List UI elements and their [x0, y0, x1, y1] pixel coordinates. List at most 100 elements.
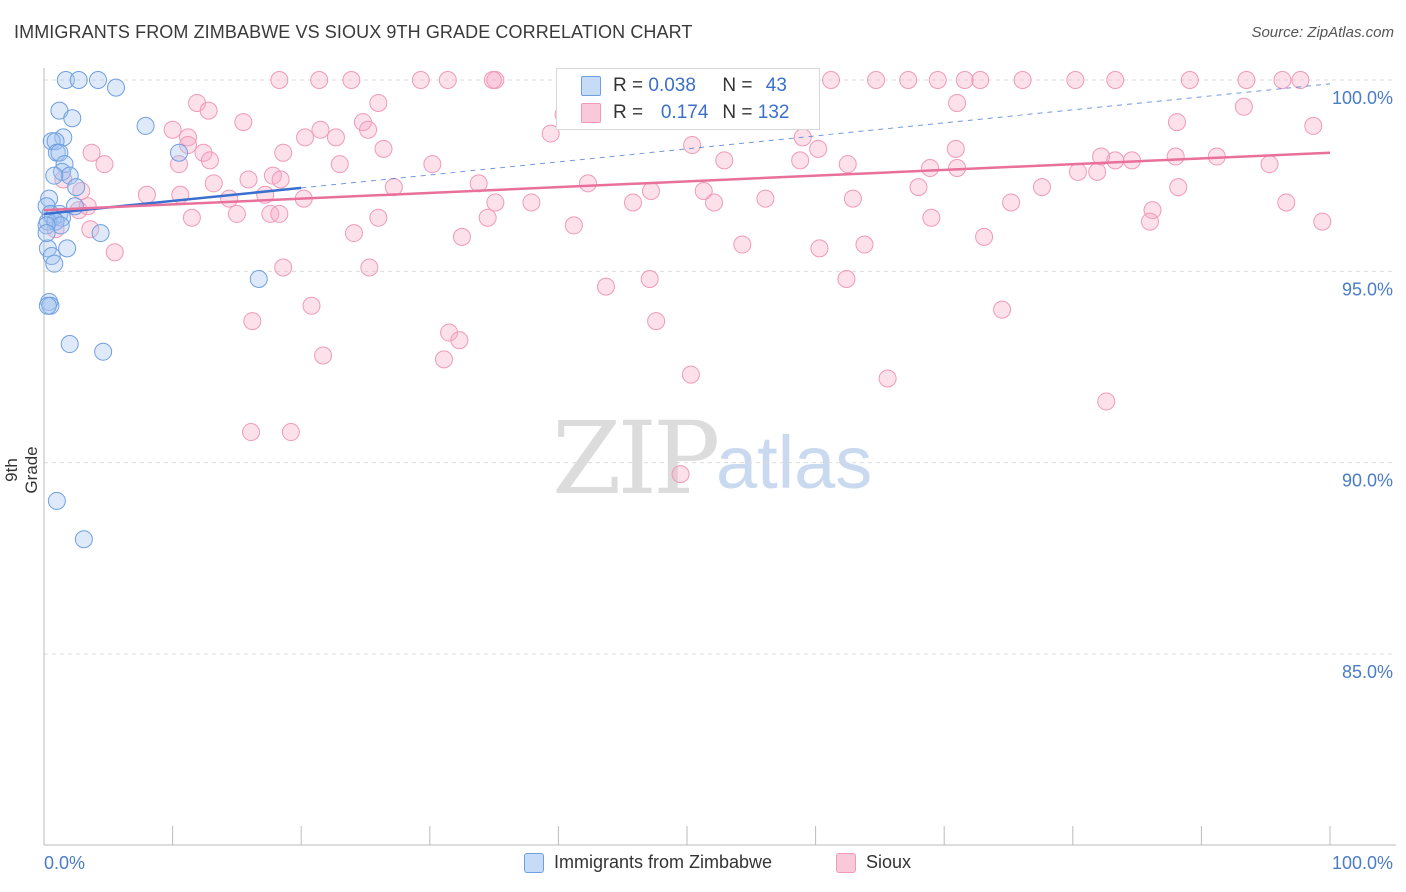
- sioux-point: [163, 120, 182, 139]
- sioux-point: [369, 93, 388, 112]
- zimbabwe-point: [58, 239, 77, 258]
- sioux-point: [374, 139, 393, 158]
- tick-labels: 85.0% 90.0% 95.0% 100.0% 0.0% 100.0%: [44, 88, 1393, 873]
- sioux-point: [179, 128, 198, 147]
- legend-n-label: N =: [722, 75, 753, 96]
- sioux-point: [1088, 162, 1107, 181]
- sioux-point: [623, 193, 642, 212]
- sioux-point: [1140, 212, 1159, 231]
- sioux-point: [242, 423, 261, 442]
- zimbabwe-point: [74, 530, 93, 549]
- zimbabwe-point: [51, 216, 70, 235]
- legend-label-zimbabwe: Immigrants from Zimbabwe: [554, 852, 773, 872]
- sioux-point: [239, 170, 258, 189]
- sioux-point: [855, 235, 874, 254]
- sioux-point: [1234, 97, 1253, 116]
- sioux-point: [179, 136, 198, 155]
- sioux-point: [838, 155, 857, 174]
- sioux-point: [438, 71, 457, 89]
- sioux-point: [137, 185, 156, 204]
- sioux-point: [1068, 162, 1087, 181]
- watermark-zip: ZIP: [552, 400, 720, 517]
- sioux-point: [705, 193, 724, 212]
- legend-item-sioux: Sioux: [836, 852, 911, 873]
- sioux-point: [810, 239, 829, 258]
- sioux-point: [541, 124, 560, 143]
- sioux-point: [261, 204, 280, 223]
- sioux-point: [274, 143, 293, 162]
- sioux-point: [302, 296, 321, 315]
- sioux-point: [452, 227, 471, 246]
- sioux-point: [522, 193, 541, 212]
- sioux-point: [314, 346, 333, 365]
- sioux-point: [946, 139, 965, 158]
- sioux-point: [360, 258, 379, 277]
- sioux-point: [200, 151, 219, 170]
- sioux-point: [971, 71, 990, 89]
- sioux-point: [227, 204, 246, 223]
- y-tick-label: 95.0%: [1342, 279, 1393, 299]
- legend-n-value: 132: [757, 102, 790, 123]
- legend-label-sioux: Sioux: [866, 852, 912, 872]
- zimbabwe-point: [91, 224, 110, 243]
- sioux-point: [733, 235, 752, 254]
- sioux-point: [1167, 113, 1186, 132]
- legend-r-value: 0.174: [660, 102, 709, 123]
- bottom-legend: Immigrants from Zimbabwe Sioux: [0, 852, 1406, 876]
- sioux-point: [182, 208, 201, 227]
- sioux-point: [82, 143, 101, 162]
- sioux-point: [878, 369, 897, 388]
- sioux-point: [423, 155, 442, 174]
- zimbabwe-points: [37, 71, 268, 549]
- zimbabwe-point: [249, 269, 268, 288]
- sioux-point: [440, 323, 459, 342]
- sioux-point: [486, 193, 505, 212]
- x-tick-label: 0.0%: [44, 853, 85, 873]
- sioux-point: [243, 312, 262, 331]
- sioux-point: [922, 208, 941, 227]
- legend-swatch-blue: [524, 852, 544, 873]
- zimbabwe-point: [37, 216, 56, 235]
- sioux-point: [791, 151, 810, 170]
- zimbabwe-point: [94, 342, 113, 361]
- sioux-point: [578, 174, 597, 193]
- chart-title: IMMIGRANTS FROM ZIMBABWE VS SIOUX 9TH GR…: [14, 22, 693, 42]
- zimbabwe-point: [136, 116, 155, 135]
- zimbabwe-point: [63, 109, 82, 128]
- sioux-point: [1304, 116, 1323, 135]
- legend-swatch-pink: [581, 103, 601, 123]
- zimbabwe-point: [46, 132, 65, 151]
- legend-r-label: R =: [613, 102, 644, 123]
- sioux-point: [1106, 71, 1125, 89]
- legend-row-zimbabwe: R = 0.038 N = 43: [581, 73, 787, 99]
- sioux-point: [1002, 193, 1021, 212]
- sioux-point: [1180, 71, 1199, 89]
- sioux-point: [715, 151, 734, 170]
- sioux-point: [1092, 147, 1111, 166]
- sioux-point: [81, 220, 100, 239]
- zimbabwe-point: [47, 491, 66, 510]
- sioux-point: [220, 189, 239, 208]
- zimbabwe-point: [60, 335, 79, 354]
- legend-row-sioux: R = 0.174 N = 132: [581, 100, 789, 126]
- sioux-point: [683, 136, 702, 155]
- sioux-point: [822, 71, 841, 89]
- sioux-point: [640, 269, 659, 288]
- zimbabwe-point: [67, 178, 86, 197]
- sioux-point: [199, 101, 218, 120]
- zimbabwe-point: [89, 71, 108, 89]
- sioux-point: [105, 243, 124, 262]
- sioux-point: [281, 423, 300, 442]
- stats-legend: R = 0.038 N = 43 R = 0.174 N = 132: [556, 68, 820, 130]
- legend-n-value: 43: [765, 75, 787, 96]
- zimbabwe-point: [69, 71, 88, 89]
- legend-swatch-pink: [836, 852, 856, 873]
- zimbabwe-point: [50, 143, 69, 162]
- sioux-point: [450, 331, 469, 350]
- zimbabwe-trend-dashed: [301, 83, 1331, 189]
- sioux-point: [194, 143, 213, 162]
- sioux-point: [1260, 155, 1279, 174]
- y-tick-label: 90.0%: [1342, 471, 1393, 491]
- sioux-point: [975, 227, 994, 246]
